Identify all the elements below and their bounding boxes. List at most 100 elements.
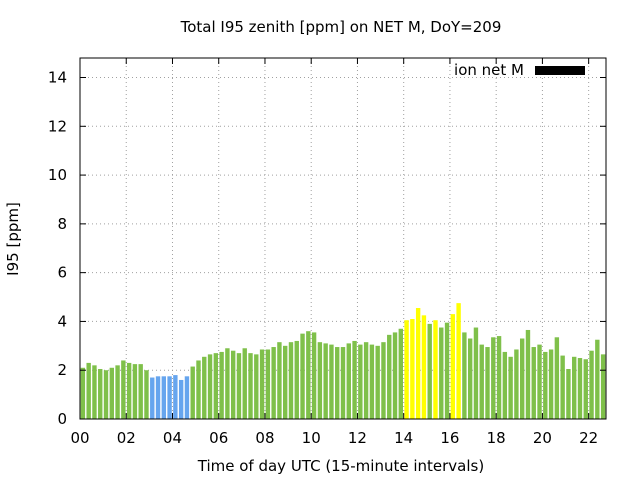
bar	[254, 354, 259, 419]
bar	[519, 338, 525, 419]
bar	[340, 347, 346, 419]
bar	[363, 342, 369, 419]
bar	[387, 334, 392, 419]
bar	[265, 349, 271, 419]
x-tick-label: 08	[255, 429, 274, 447]
bar	[132, 364, 138, 419]
bar	[271, 347, 276, 419]
bar	[219, 351, 224, 419]
bar	[161, 376, 167, 419]
bar	[283, 345, 288, 419]
bar	[155, 376, 161, 419]
bar	[554, 337, 560, 419]
bar	[346, 343, 351, 419]
bar	[381, 342, 386, 419]
bar	[577, 358, 583, 419]
x-tick-label: 00	[70, 429, 89, 447]
bar	[178, 379, 184, 419]
bar	[184, 376, 190, 419]
bar	[225, 348, 230, 419]
bar	[248, 353, 253, 419]
bar	[479, 344, 484, 419]
bar	[277, 342, 282, 419]
x-tick-label: 12	[348, 429, 367, 447]
bar	[103, 370, 109, 419]
bar	[236, 353, 242, 419]
bar	[433, 320, 438, 419]
bar	[317, 342, 323, 419]
y-tick-label: 6	[57, 264, 67, 282]
x-tick-label: 10	[302, 429, 321, 447]
x-tick-label: 06	[209, 429, 228, 447]
bar	[491, 337, 496, 419]
bar	[329, 344, 334, 419]
bar	[462, 332, 467, 419]
bar	[196, 360, 201, 419]
bar	[167, 376, 172, 419]
bar	[525, 329, 531, 419]
bar	[560, 355, 565, 419]
x-tick-label: 22	[579, 429, 598, 447]
y-tick-label: 0	[57, 410, 67, 428]
bar	[144, 370, 149, 419]
y-tick-label: 4	[57, 312, 67, 330]
bar	[398, 328, 403, 419]
bar	[242, 348, 247, 419]
bar	[150, 377, 155, 419]
bar	[589, 350, 594, 419]
bar	[572, 356, 577, 419]
bar	[80, 367, 86, 419]
bar	[595, 339, 600, 419]
bar	[375, 345, 380, 419]
bar	[323, 343, 328, 419]
bar	[450, 314, 456, 419]
bar	[121, 360, 126, 419]
bar	[548, 349, 554, 419]
bar	[415, 308, 421, 419]
bar	[543, 351, 548, 419]
bar	[306, 331, 311, 419]
y-tick-label: 14	[48, 69, 67, 87]
bar	[514, 349, 519, 419]
bar	[537, 344, 542, 419]
bar	[311, 332, 317, 419]
x-tick-label: 16	[440, 429, 459, 447]
plot-frame	[79, 57, 607, 420]
bar	[213, 353, 219, 419]
bar	[173, 375, 178, 419]
chart-title: Total I95 zenith [ppm] on NET M, DoY=209	[180, 18, 502, 36]
bar	[369, 344, 375, 419]
bar	[92, 365, 97, 419]
x-tick-label: 18	[487, 429, 506, 447]
legend: ion net M	[454, 61, 585, 79]
bar	[207, 354, 213, 419]
bar	[86, 362, 91, 419]
bar	[335, 347, 340, 419]
legend-label: ion net M	[454, 61, 524, 79]
bar	[358, 344, 363, 419]
bar	[531, 347, 536, 419]
bar	[392, 332, 398, 419]
bar	[427, 323, 432, 419]
bar	[421, 315, 427, 419]
bar	[126, 362, 132, 419]
bar	[600, 354, 606, 419]
bar	[98, 368, 103, 419]
bar	[404, 320, 409, 419]
y-tick-label: 2	[57, 361, 67, 379]
x-tick-label: 02	[117, 429, 136, 447]
bar	[439, 327, 444, 419]
bar	[566, 368, 571, 419]
bar	[444, 322, 450, 419]
y-tick-label: 8	[57, 215, 67, 233]
bar	[352, 340, 357, 419]
bar	[190, 366, 195, 419]
bar	[138, 364, 143, 419]
bar	[456, 303, 461, 419]
grid	[80, 58, 606, 419]
bar	[467, 338, 473, 419]
x-tick-label: 20	[533, 429, 552, 447]
x-axis-label: Time of day UTC (15-minute intervals)	[197, 457, 484, 475]
